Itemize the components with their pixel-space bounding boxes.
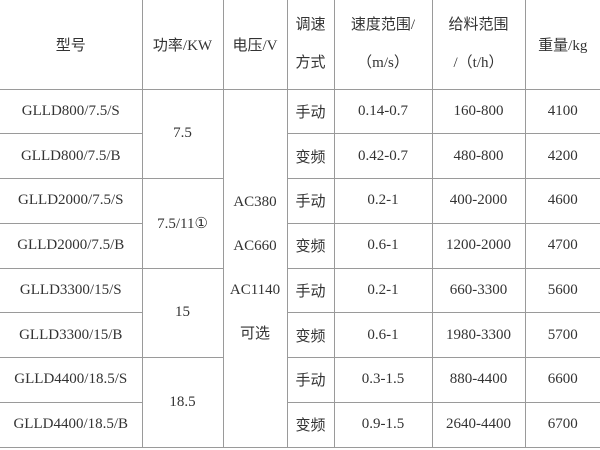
- mode-cell: 变频: [286, 222, 335, 269]
- feed-cell: 1200-2000: [431, 222, 526, 269]
- header-weight: 重量/kg: [524, 0, 600, 90]
- feed-cell: 160-800: [431, 88, 526, 135]
- model-cell: GLLD3300/15/B: [0, 312, 143, 358]
- table-row: GLLD2000/7.5/B 变频 0.6-1 1200-2000 4700: [0, 222, 600, 269]
- mode-cell: 手动: [286, 267, 335, 314]
- header-voltage: 电压/V: [222, 0, 288, 90]
- header-feed-range-line1: 给料范围: [448, 17, 509, 34]
- feed-cell: 480-800: [431, 133, 526, 179]
- model-cell: GLLD4400/18.5/S: [0, 357, 143, 403]
- header-speed-mode: 调速 方式: [286, 0, 335, 90]
- voltage-line: AC380: [233, 194, 277, 210]
- model-cell: GLLD800/7.5/B: [0, 133, 143, 179]
- header-speed-mode-line1: 调速: [295, 17, 326, 34]
- header-speed-mode-line2: 方式: [295, 55, 326, 72]
- weight-cell: 4100: [524, 88, 600, 135]
- voltage-line: AC660: [233, 238, 277, 254]
- header-speed-range-line1: 速度范围/: [350, 17, 416, 34]
- voltage-line: 可选: [239, 326, 270, 342]
- weight-cell: 5600: [524, 267, 600, 314]
- header-speed-range: 速度范围/ （m/s）: [333, 0, 433, 90]
- speed-cell: 0.2-1: [333, 267, 433, 314]
- table-row: GLLD800/7.5/S 7.5 AC380 AC660 AC1140 可选 …: [0, 88, 600, 448]
- power-cell: 18.5: [141, 357, 224, 448]
- voltage-line: AC1140: [229, 282, 281, 298]
- table-row: GLLD2000/7.5/S 7.5/11① 手动 0.2-1 400-2000…: [0, 178, 600, 269]
- mode-cell: 变频: [286, 312, 335, 358]
- weight-cell: 5700: [524, 312, 600, 358]
- power-cell: 7.5: [141, 88, 224, 179]
- speed-cell: 0.9-1.5: [333, 401, 433, 448]
- feed-cell: 880-4400: [431, 357, 526, 403]
- model-cell: GLLD2000/7.5/B: [0, 222, 143, 269]
- model-cell: GLLD2000/7.5/S: [0, 178, 143, 224]
- speed-cell: 0.6-1: [333, 222, 433, 269]
- mode-cell: 变频: [286, 401, 335, 448]
- model-cell: GLLD800/7.5/S: [0, 88, 143, 135]
- speed-cell: 0.6-1: [333, 312, 433, 358]
- header-feed-range-line2: /（t/h）: [453, 55, 504, 72]
- weight-cell: 4600: [524, 178, 600, 224]
- feed-cell: 2640-4400: [431, 401, 526, 448]
- power-cell: 15: [141, 267, 224, 358]
- mode-cell: 手动: [286, 178, 335, 224]
- table-row: GLLD3300/15/B 变频 0.6-1 1980-3300 5700: [0, 312, 600, 358]
- table-row: GLLD3300/15/S 15 手动 0.2-1 660-3300 5600: [0, 267, 600, 358]
- feed-cell: 660-3300: [431, 267, 526, 314]
- speed-cell: 0.14-0.7: [333, 88, 433, 135]
- header-row: 型号 功率/KW 电压/V 调速方式 速度范围/ （m/s） 给料范围 /（t/h）…: [0, 0, 600, 90]
- speed-cell: 0.3-1.5: [333, 357, 433, 403]
- header-speed-range-line2: （m/s）: [357, 55, 409, 72]
- weight-cell: 4700: [524, 222, 600, 269]
- model-cell: GLLD3300/15/S: [0, 267, 143, 314]
- feed-cell: 1980-3300: [431, 312, 526, 358]
- header-model: 型号: [0, 0, 143, 90]
- model-cell: GLLD4400/18.5/B: [0, 401, 143, 448]
- speed-cell: 0.2-1: [333, 178, 433, 224]
- voltage-cell: AC380 AC660 AC1140 可选: [222, 88, 288, 448]
- weight-cell: 6600: [524, 357, 600, 403]
- speed-cell: 0.42-0.7: [333, 133, 433, 179]
- mode-cell: 手动: [286, 357, 335, 403]
- mode-cell: 变频: [286, 133, 335, 179]
- mode-cell: 手动: [286, 88, 335, 135]
- header-power: 功率/KW: [141, 0, 224, 90]
- feed-cell: 400-2000: [431, 178, 526, 224]
- table-row: GLLD800/7.5/B 变频 0.42-0.7 480-800 4200: [0, 133, 600, 179]
- power-cell: 7.5/11①: [141, 178, 224, 269]
- weight-cell: 4200: [524, 133, 600, 179]
- table-row: GLLD4400/18.5/S 18.5 手动 0.3-1.5 880-4400…: [0, 357, 600, 448]
- header-feed-range: 给料范围 /（t/h）: [431, 0, 526, 90]
- table-row: GLLD4400/18.5/B 变频 0.9-1.5 2640-4400 670…: [0, 401, 600, 448]
- weight-cell: 6700: [524, 401, 600, 448]
